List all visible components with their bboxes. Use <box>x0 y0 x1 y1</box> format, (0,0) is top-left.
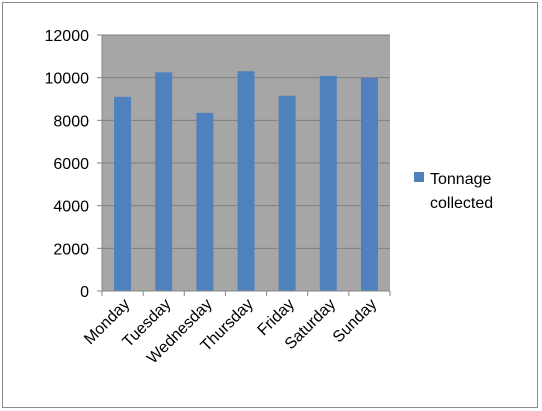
legend-swatch <box>414 172 424 182</box>
x-tick-labels: MondayTuesdayWednesdayThursdayFridaySatu… <box>81 296 380 368</box>
y-tick-label: 8000 <box>53 113 89 130</box>
bar <box>196 112 214 291</box>
bar <box>319 75 337 292</box>
bar <box>155 72 173 291</box>
legend: Tonnage collected <box>414 171 493 212</box>
y-tick-label: 2000 <box>53 241 89 258</box>
x-tick-label: Sunday <box>330 296 380 346</box>
y-tick-label: 6000 <box>53 156 89 173</box>
legend-label-line-2: collected <box>430 195 493 212</box>
y-tick-label: 10000 <box>45 71 90 88</box>
y-tick-label: 4000 <box>53 199 89 216</box>
bar <box>237 71 255 292</box>
y-tick-label: 0 <box>80 284 89 301</box>
y-tick-label: 12000 <box>45 28 90 45</box>
bar <box>114 96 132 291</box>
bar <box>360 78 378 292</box>
legend-label-line-1: Tonnage <box>430 171 491 188</box>
bar <box>278 95 296 291</box>
bars <box>114 71 378 292</box>
y-tick-labels: 0 2000 4000 6000 8000 10000 12000 <box>45 28 102 301</box>
